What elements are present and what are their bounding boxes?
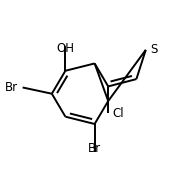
Text: OH: OH: [56, 42, 74, 55]
Text: S: S: [150, 43, 157, 56]
Text: Br: Br: [88, 142, 101, 155]
Text: Cl: Cl: [112, 107, 124, 120]
Text: Br: Br: [5, 81, 18, 94]
